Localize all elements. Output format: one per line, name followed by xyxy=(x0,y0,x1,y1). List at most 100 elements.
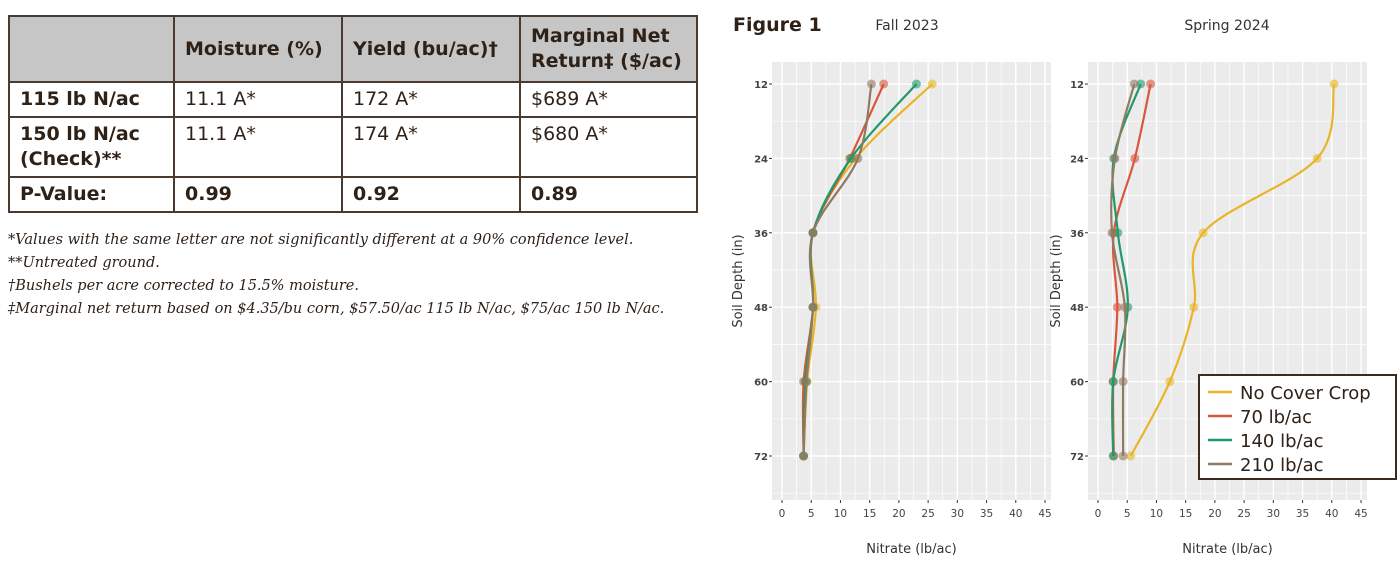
y-axis-label: Soil Depth (in) xyxy=(1049,234,1064,327)
data-point xyxy=(846,153,856,163)
x-tick-label: 20 xyxy=(1208,508,1221,520)
legend-label: 70 lb/ac xyxy=(1240,407,1312,428)
data-point xyxy=(1130,153,1140,163)
header-yield: Yield (bu/ac)† xyxy=(341,15,521,83)
cell-return: $680 A* xyxy=(519,116,698,178)
cell-moisture: 11.1 A* xyxy=(173,81,343,118)
x-tick-label: 15 xyxy=(1179,508,1192,520)
y-tick-label: 36 xyxy=(1070,229,1084,240)
data-point xyxy=(1146,79,1156,89)
plot-background xyxy=(772,62,1051,500)
data-point xyxy=(808,228,818,238)
y-tick-label: 12 xyxy=(754,80,768,91)
data-point xyxy=(808,302,818,312)
x-axis-label: Nitrate (lb/ac) xyxy=(1182,542,1272,557)
row-label: 115 lb N/ac xyxy=(8,81,175,118)
data-point xyxy=(1118,377,1128,387)
series-line-210-lb-ac xyxy=(1110,83,1136,457)
footnote: **Untreated ground. xyxy=(8,255,160,271)
y-tick-label: 48 xyxy=(1070,303,1084,314)
y-tick-label: 24 xyxy=(1070,154,1084,165)
y-tick-label: 72 xyxy=(1070,452,1084,463)
x-tick-label: 20 xyxy=(892,508,905,520)
x-tick-label: 40 xyxy=(1325,508,1338,520)
data-point xyxy=(799,451,809,461)
legend: No Cover Crop 70 lb/ac 140 lb/ac 210 lb/ac xyxy=(1198,374,1397,480)
footnote: *Values with the same letter are not sig… xyxy=(8,232,634,248)
series-line-no-cover-crop xyxy=(1129,83,1336,457)
table-header-row: Moisture (%) Yield (bu/ac)† Marginal Net… xyxy=(8,15,698,83)
x-tick-label: 30 xyxy=(951,508,964,520)
data-point xyxy=(866,79,876,89)
legend-label: 210 lb/ac xyxy=(1240,455,1324,476)
data-point xyxy=(1118,451,1128,461)
data-point xyxy=(1312,153,1322,163)
data-point xyxy=(1189,302,1199,312)
x-tick-label: 25 xyxy=(921,508,934,520)
cell-return: $689 A* xyxy=(519,81,698,118)
x-tick-label: 45 xyxy=(1038,508,1051,520)
x-axis-label: Nitrate (lb/ac) xyxy=(866,542,956,557)
data-point xyxy=(911,79,921,89)
table-row: 150 lb N/ac (Check)** 11.1 A* 174 A* $68… xyxy=(8,116,698,178)
x-tick-label: 15 xyxy=(863,508,876,520)
data-point xyxy=(1108,377,1118,387)
y-tick-label: 12 xyxy=(1070,80,1084,91)
data-point xyxy=(927,79,937,89)
cell-yield: 172 A* xyxy=(341,81,521,118)
x-tick-label: 10 xyxy=(834,508,847,520)
chart-title: Fall 2023 xyxy=(875,18,938,34)
footnote: †Bushels per acre corrected to 15.5% moi… xyxy=(8,278,359,294)
figure-label: Figure 1 xyxy=(733,14,822,36)
data-point xyxy=(1165,377,1175,387)
data-point xyxy=(879,79,889,89)
x-tick-label: 5 xyxy=(1124,508,1131,520)
header-empty xyxy=(8,15,175,83)
x-tick-label: 0 xyxy=(779,508,786,520)
cell-moisture: 0.99 xyxy=(173,176,343,213)
cell-moisture: 11.1 A* xyxy=(173,116,343,178)
y-tick-label: 48 xyxy=(754,303,768,314)
cell-return: 0.89 xyxy=(519,176,698,213)
data-point xyxy=(1136,79,1146,89)
x-tick-label: 10 xyxy=(1150,508,1163,520)
chart-panel-1: 12 24 36 48 60 72 0 5 10 15 20 25 30 35 40 45 Spring 202… xyxy=(1049,18,1397,557)
data-point xyxy=(1120,302,1130,312)
data-point xyxy=(1107,228,1117,238)
chart-panel-0: 12 24 36 48 60 72 0 5 10 15 20 25 30 35 40 45 Fall 2023 N… xyxy=(731,18,1052,557)
row-label: P-Value: xyxy=(8,176,175,213)
legend-label: 140 lb/ac xyxy=(1240,431,1324,452)
table-row-pvalue: P-Value: 0.99 0.92 0.89 xyxy=(8,176,698,213)
x-tick-label: 30 xyxy=(1267,508,1280,520)
cell-yield: 174 A* xyxy=(341,116,521,178)
cell-yield: 0.92 xyxy=(341,176,521,213)
x-tick-label: 45 xyxy=(1354,508,1367,520)
data-point xyxy=(1108,451,1118,461)
x-tick-label: 35 xyxy=(1296,508,1309,520)
chart-title: Spring 2024 xyxy=(1184,18,1269,34)
x-tick-label: 25 xyxy=(1237,508,1250,520)
x-tick-label: 0 xyxy=(1095,508,1102,520)
x-tick-label: 5 xyxy=(808,508,815,520)
x-tick-label: 40 xyxy=(1009,508,1022,520)
y-tick-label: 24 xyxy=(754,154,768,165)
y-tick-label: 60 xyxy=(1070,378,1084,389)
data-point xyxy=(1198,228,1208,238)
results-table: Moisture (%) Yield (bu/ac)† Marginal Net… xyxy=(8,15,698,213)
table-row: 115 lb N/ac 11.1 A* 172 A* $689 A* xyxy=(8,81,698,118)
row-label: 150 lb N/ac (Check)** xyxy=(8,116,175,178)
y-tick-label: 36 xyxy=(754,229,768,240)
series-line-210-lb-ac xyxy=(802,83,873,457)
data-point xyxy=(853,153,863,163)
data-point xyxy=(1126,451,1136,461)
header-moisture: Moisture (%) xyxy=(173,15,343,83)
y-tick-label: 60 xyxy=(754,378,768,389)
data-point xyxy=(1329,79,1339,89)
table-footnotes: *Values with the same letter are not sig… xyxy=(8,229,708,321)
header-return: Marginal Net Return‡ ($/ac) xyxy=(519,15,698,83)
footnote: ‡Marginal net return based on $4.35/bu c… xyxy=(8,301,665,317)
x-tick-label: 35 xyxy=(980,508,993,520)
y-tick-label: 72 xyxy=(754,452,768,463)
data-point xyxy=(1112,302,1122,312)
